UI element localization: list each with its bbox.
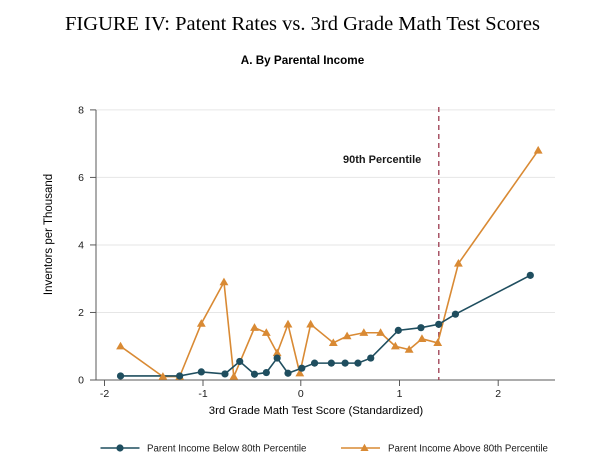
svg-text:Parent Income Above 80th Perce: Parent Income Above 80th Percentile	[388, 444, 548, 455]
svg-text:0: 0	[298, 388, 304, 400]
svg-text:6: 6	[78, 172, 84, 184]
svg-text:3rd Grade Math Test Score (Sta: 3rd Grade Math Test Score (Standardized)	[209, 405, 424, 417]
svg-text:2: 2	[78, 307, 84, 319]
svg-text:Parent Income Below 80th Perce: Parent Income Below 80th Percentile	[147, 444, 306, 455]
svg-text:0: 0	[78, 375, 84, 387]
svg-text:8: 8	[78, 105, 84, 117]
svg-text:2: 2	[495, 388, 501, 400]
svg-text:-2: -2	[100, 388, 109, 400]
svg-text:90th Percentile: 90th Percentile	[343, 154, 421, 166]
svg-text:4: 4	[78, 240, 84, 252]
svg-text:Inventors per Thousand: Inventors per Thousand	[43, 174, 55, 295]
svg-text:1: 1	[397, 388, 403, 400]
svg-text:-1: -1	[198, 388, 207, 400]
